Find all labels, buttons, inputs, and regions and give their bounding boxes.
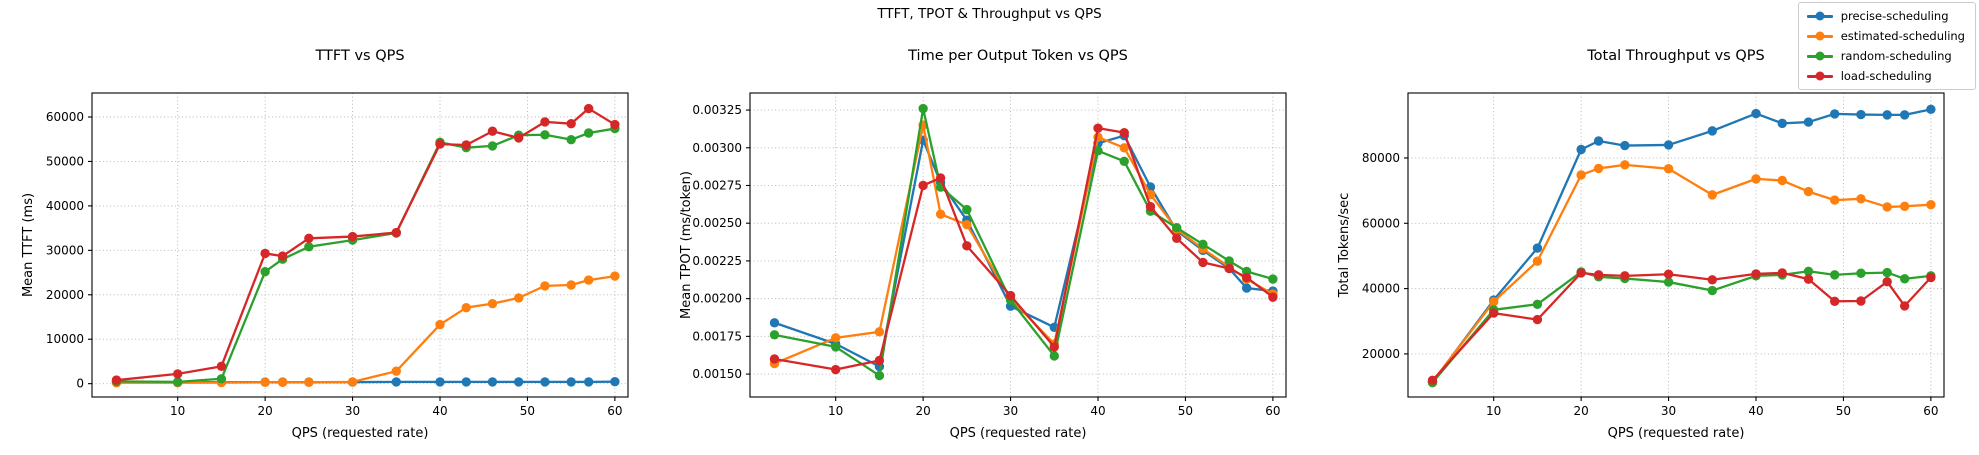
dot-marker-icon: [1815, 71, 1825, 81]
svg-text:40: 40: [1748, 404, 1763, 418]
svg-text:20000: 20000: [46, 288, 84, 302]
svg-text:10: 10: [1486, 404, 1501, 418]
svg-text:10: 10: [828, 404, 843, 418]
dot-marker-icon: [1815, 11, 1825, 21]
svg-text:0.00175: 0.00175: [692, 329, 742, 343]
svg-text:60000: 60000: [1362, 216, 1400, 230]
svg-text:50000: 50000: [46, 154, 84, 168]
svg-text:40: 40: [432, 404, 447, 418]
svg-text:50: 50: [1836, 404, 1851, 418]
svg-text:0.00275: 0.00275: [692, 178, 742, 192]
legend-label: estimated-scheduling: [1840, 29, 1965, 43]
chart-ttft: 10 20 30 40 50 60 0 10000 20000 30000 40000 50000 60…: [21, 48, 629, 441]
svg-text:0.00250: 0.00250: [692, 216, 742, 230]
legend-label: random-scheduling: [1840, 49, 1952, 63]
legend-item-load-scheduling: load-scheduling: [1806, 68, 1965, 84]
legend-label: load-scheduling: [1840, 69, 1932, 83]
line-marker-icon: [1806, 11, 1833, 21]
legend-item-random-scheduling: random-scheduling: [1806, 48, 1965, 64]
svg-text:50: 50: [520, 404, 535, 418]
svg-text:60: 60: [607, 404, 622, 418]
svg-text:Time per Output Token vs QPS: Time per Output Token vs QPS: [907, 48, 1128, 64]
svg-text:20: 20: [915, 404, 930, 418]
legend-item-estimated-scheduling: estimated-scheduling: [1806, 28, 1965, 44]
svg-text:30: 30: [345, 404, 360, 418]
svg-text:60: 60: [1923, 404, 1938, 418]
svg-text:0.00150: 0.00150: [692, 367, 742, 381]
svg-text:40000: 40000: [1362, 282, 1400, 296]
svg-text:20000: 20000: [1362, 347, 1400, 361]
svg-text:Total Throughput vs QPS: Total Throughput vs QPS: [1586, 48, 1764, 64]
svg-text:30: 30: [1003, 404, 1018, 418]
svg-text:30: 30: [1661, 404, 1676, 418]
svg-text:20: 20: [257, 404, 272, 418]
line-marker-icon: [1806, 51, 1833, 61]
svg-text:Mean TPOT (ms/token): Mean TPOT (ms/token): [679, 171, 694, 319]
legend-label: precise-scheduling: [1840, 9, 1949, 23]
svg-text:Total Tokens/sec: Total Tokens/sec: [1337, 193, 1352, 299]
svg-text:0.00200: 0.00200: [692, 292, 742, 306]
chart-throughput: 10 20 30 40 50 60 20000 40000 60000 80000 Total Th…: [1337, 48, 1945, 441]
svg-text:60000: 60000: [46, 110, 84, 124]
svg-text:0: 0: [76, 377, 84, 391]
legend: precise-scheduling estimated-scheduling …: [1797, 2, 1976, 90]
chart-tpot: 10 20 30 40 50 60 0.00150 0.00175 0.00200 0.00225…: [679, 48, 1287, 441]
svg-text:20: 20: [1573, 404, 1588, 418]
svg-text:10000: 10000: [46, 332, 84, 346]
svg-text:Mean TTFT (ms): Mean TTFT (ms): [21, 193, 36, 297]
svg-text:QPS (requested rate): QPS (requested rate): [292, 426, 429, 441]
svg-text:50: 50: [1178, 404, 1193, 418]
figure-title: TTFT, TPOT & Throughput vs QPS: [877, 6, 1102, 22]
svg-text:TTFT vs QPS: TTFT vs QPS: [314, 48, 404, 64]
line-marker-icon: [1806, 31, 1833, 41]
svg-text:0.00225: 0.00225: [692, 254, 742, 268]
dot-marker-icon: [1815, 51, 1825, 61]
legend-item-precise-scheduling: precise-scheduling: [1806, 8, 1965, 24]
svg-text:QPS (requested rate): QPS (requested rate): [1608, 426, 1745, 441]
svg-text:0.00300: 0.00300: [692, 141, 742, 155]
svg-text:0.00325: 0.00325: [692, 103, 742, 117]
svg-text:80000: 80000: [1362, 151, 1400, 165]
svg-text:10: 10: [170, 404, 185, 418]
line-marker-icon: [1806, 71, 1833, 81]
svg-text:30000: 30000: [46, 243, 84, 257]
svg-text:60: 60: [1265, 404, 1280, 418]
svg-text:QPS (requested rate): QPS (requested rate): [950, 426, 1087, 441]
svg-text:40000: 40000: [46, 199, 84, 213]
svg-text:40: 40: [1090, 404, 1105, 418]
dot-marker-icon: [1815, 31, 1825, 41]
